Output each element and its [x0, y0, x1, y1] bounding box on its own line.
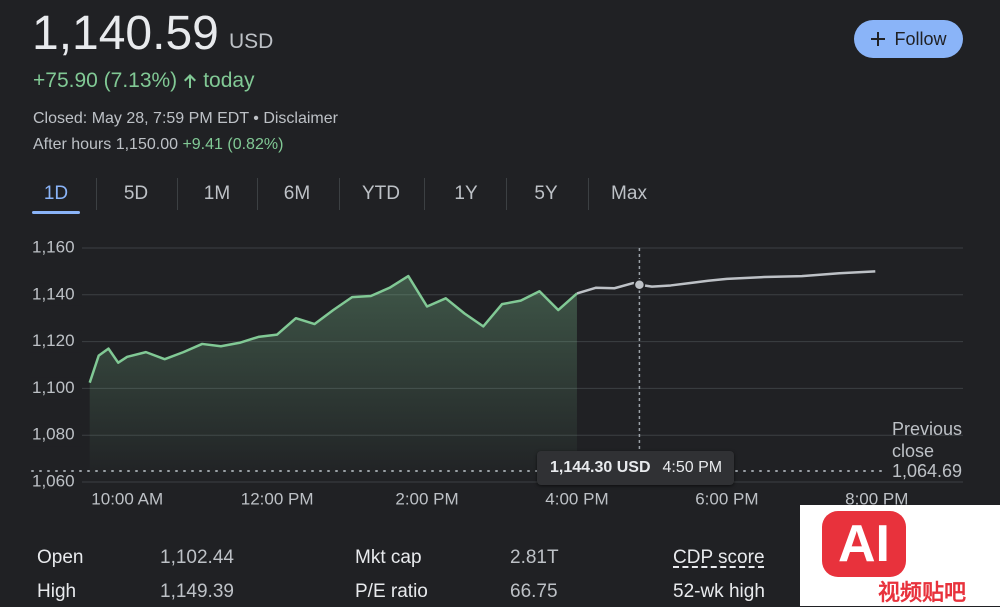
y-tick-label: 1,100: [32, 378, 75, 397]
y-tick-bg: [30, 283, 82, 306]
y-tick-bg: [30, 424, 82, 447]
y-tick-label: 1,120: [32, 331, 75, 350]
currency: USD: [229, 30, 274, 53]
follow-button[interactable]: Follow: [854, 20, 963, 58]
stat-label: High: [37, 581, 77, 602]
tooltip: 1,144.30 USD 4:50 PM: [537, 451, 735, 485]
range-tab[interactable]: YTD: [362, 183, 400, 204]
price-line: [576, 270, 876, 295]
y-tick-label: 1,060: [32, 471, 75, 490]
range-tab[interactable]: Max: [611, 183, 647, 204]
y-tick-label: 1,140: [32, 284, 75, 303]
tooltip-value: 1,144.30 USD: [550, 459, 651, 476]
range-tab[interactable]: 1Y: [454, 183, 478, 204]
y-tick-label: 1,160: [32, 237, 75, 256]
x-tick-label: 12:00 PM: [241, 489, 314, 508]
change: +75.90 (7.13%): [33, 69, 178, 92]
range-tab[interactable]: 6M: [283, 183, 311, 204]
after-hours-change: +9.41 (0.82%): [182, 136, 284, 153]
stat-label: Open: [37, 547, 84, 568]
x-tick-label: 10:00 AM: [91, 489, 163, 508]
up-arrow: [184, 74, 197, 88]
tab-separator: [506, 178, 507, 210]
y-tick-bg: [30, 471, 82, 493]
stat-value: 66.75: [510, 581, 558, 602]
change-row: +75.90 (7.13%) today: [33, 69, 255, 93]
y-tick-bg: [30, 237, 82, 259]
y-tick-bg: [30, 377, 82, 400]
y-tick-bg: [30, 330, 82, 353]
closed-row: Closed: May 28, 7:59 PM EDT • Disclaimer: [33, 110, 338, 128]
x-tick-label: 2:00 PM: [395, 489, 458, 508]
stat-label: P/E ratio: [355, 581, 428, 602]
chart: 1,060 1,080 1,100 1,120 1,140 1,160 10:00 AM 12…: [30, 237, 963, 508]
price: 1,140.59: [32, 7, 219, 60]
tab-separator: [257, 178, 258, 210]
x-tick-label: 8:00 PM: [845, 489, 908, 508]
tab-underline: [32, 211, 80, 214]
separator: •: [253, 110, 259, 127]
hover-point: [633, 278, 646, 291]
tooltip-time: 4:50 PM: [662, 459, 723, 476]
range-tab[interactable]: 5Y: [534, 183, 558, 204]
range-tab[interactable]: 5D: [123, 183, 149, 204]
watermark-logo: AI: [822, 511, 906, 577]
stat-value: 2.81T: [510, 547, 559, 568]
tab-separator: [176, 178, 178, 210]
after-hours: After hours 1,150.00: [33, 136, 178, 153]
follow-label: Follow: [894, 28, 947, 49]
change-suffix: today: [203, 69, 255, 92]
y-tick-label: 1,080: [32, 425, 75, 444]
range-tab[interactable]: 1M: [203, 183, 231, 204]
disclaimer[interactable]: Disclaimer: [263, 110, 338, 127]
tab-separator: [96, 178, 97, 210]
x-tick-label: 4:00 PM: [545, 489, 608, 508]
watermark: AI 视频贴吧: [800, 505, 1000, 606]
range-tab[interactable]: 1D: [43, 183, 69, 204]
stat-value: 1,149.39: [160, 581, 234, 602]
price-line: [88, 274, 578, 384]
closed: Closed: May 28, 7:59 PM EDT: [33, 110, 249, 127]
after-hours-row: After hours 1,150.00 +9.41 (0.82%): [33, 136, 283, 154]
stat-label: 52-wk high: [673, 581, 765, 602]
tab-separator: [423, 178, 425, 210]
watermark-text: 视频贴吧: [878, 580, 967, 605]
stat-label: Mkt cap: [355, 547, 422, 568]
x-tick-label: 6:00 PM: [695, 489, 758, 508]
stat-label[interactable]: CDP score: [673, 547, 765, 568]
tab-separator: [587, 178, 589, 210]
stat-value: 1,102.44: [160, 547, 234, 568]
area: [89, 276, 577, 482]
plus-icon: [871, 32, 886, 46]
tab-separator: [339, 178, 340, 210]
previous-close-value: 1,064.69: [892, 461, 963, 481]
previous-close-text: Previous close: [892, 419, 963, 461]
